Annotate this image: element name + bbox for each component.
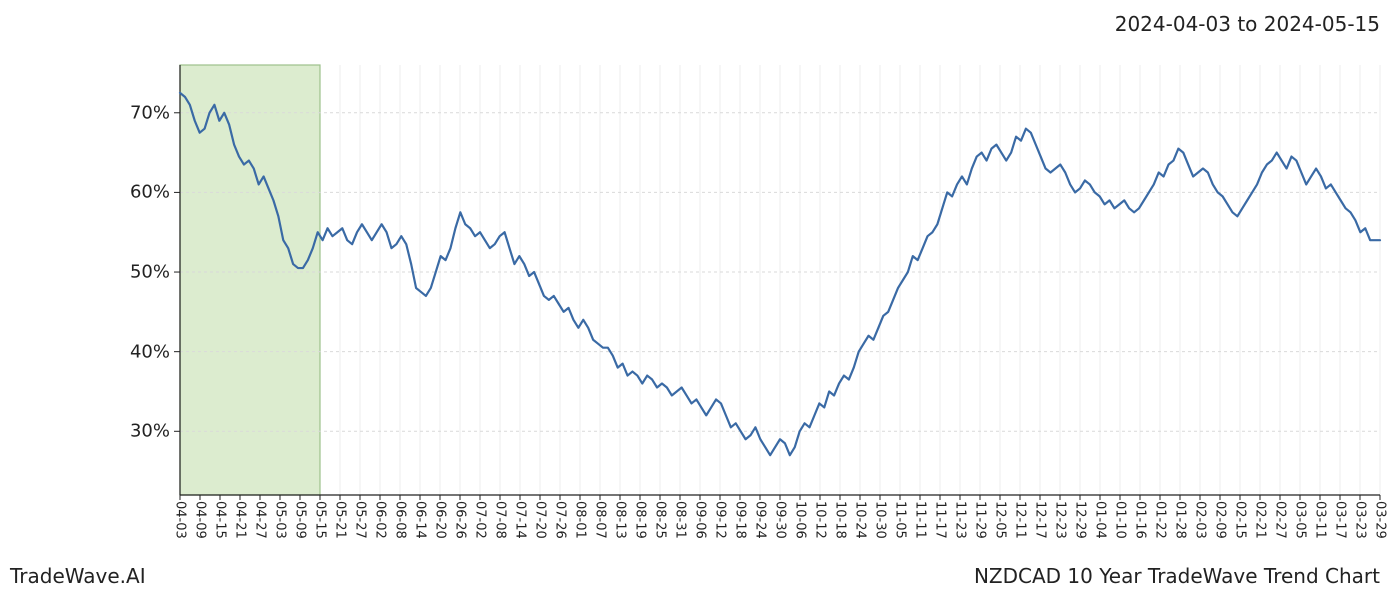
x-tick-label: 08-25 bbox=[653, 501, 668, 539]
x-tick-label: 10-18 bbox=[833, 501, 848, 539]
x-tick-label: 01-28 bbox=[1173, 501, 1188, 539]
x-tick-label: 04-09 bbox=[193, 501, 208, 539]
brand-label: TradeWave.AI bbox=[10, 564, 146, 588]
x-tick-label: 12-11 bbox=[1013, 501, 1028, 539]
x-tick-label: 07-08 bbox=[493, 501, 508, 539]
x-tick-label: 04-21 bbox=[233, 501, 248, 539]
x-tick-label: 10-12 bbox=[813, 501, 828, 539]
x-tick-label: 08-19 bbox=[633, 501, 648, 539]
x-tick-label: 06-20 bbox=[433, 501, 448, 539]
chart-plot-area: 30%40%50%60%70%04-0304-0904-1504-2104-27… bbox=[180, 65, 1380, 495]
x-tick-label: 05-21 bbox=[333, 501, 348, 539]
x-tick-label: 01-22 bbox=[1153, 501, 1168, 539]
x-tick-label: 02-03 bbox=[1193, 501, 1208, 539]
x-tick-label: 05-27 bbox=[353, 501, 368, 539]
x-tick-label: 09-12 bbox=[713, 501, 728, 539]
x-tick-label: 11-05 bbox=[893, 501, 908, 539]
x-tick-label: 10-06 bbox=[793, 501, 808, 539]
x-tick-label: 03-29 bbox=[1373, 501, 1388, 539]
x-tick-label: 04-03 bbox=[173, 501, 188, 539]
x-tick-label: 06-14 bbox=[413, 501, 428, 539]
x-tick-label: 02-21 bbox=[1253, 501, 1268, 539]
x-tick-label: 11-29 bbox=[973, 501, 988, 539]
x-tick-label: 11-17 bbox=[933, 501, 948, 539]
x-tick-label: 04-27 bbox=[253, 501, 268, 539]
x-tick-label: 02-27 bbox=[1273, 501, 1288, 539]
x-tick-label: 09-24 bbox=[753, 501, 768, 539]
x-tick-label: 11-11 bbox=[913, 501, 928, 539]
y-tick-label: 70% bbox=[130, 102, 170, 123]
x-tick-label: 12-05 bbox=[993, 501, 1008, 539]
chart-title: NZDCAD 10 Year TradeWave Trend Chart bbox=[974, 564, 1380, 588]
y-tick-label: 60% bbox=[130, 182, 170, 203]
x-tick-label: 12-17 bbox=[1033, 501, 1048, 539]
chart-svg bbox=[180, 65, 1380, 495]
x-tick-label: 07-26 bbox=[553, 501, 568, 539]
y-tick-label: 50% bbox=[130, 262, 170, 283]
highlight-band bbox=[180, 65, 320, 495]
x-tick-label: 03-05 bbox=[1293, 501, 1308, 539]
x-tick-label: 06-02 bbox=[373, 501, 388, 539]
x-tick-label: 10-30 bbox=[873, 501, 888, 539]
x-tick-label: 01-10 bbox=[1113, 501, 1128, 539]
date-range-label: 2024-04-03 to 2024-05-15 bbox=[1115, 12, 1380, 36]
x-tick-label: 08-07 bbox=[593, 501, 608, 539]
x-tick-label: 02-15 bbox=[1233, 501, 1248, 539]
x-tick-label: 08-31 bbox=[673, 501, 688, 539]
x-tick-label: 05-03 bbox=[273, 501, 288, 539]
x-tick-label: 03-17 bbox=[1333, 501, 1348, 539]
y-tick-label: 30% bbox=[130, 421, 170, 442]
x-tick-label: 07-20 bbox=[533, 501, 548, 539]
x-tick-label: 05-15 bbox=[313, 501, 328, 539]
chart-container: 2024-04-03 to 2024-05-15 30%40%50%60%70%… bbox=[0, 0, 1400, 600]
x-tick-label: 09-18 bbox=[733, 501, 748, 539]
y-tick-label: 40% bbox=[130, 341, 170, 362]
x-tick-label: 03-11 bbox=[1313, 501, 1328, 539]
x-tick-label: 07-14 bbox=[513, 501, 528, 539]
x-tick-label: 02-09 bbox=[1213, 501, 1228, 539]
x-tick-label: 04-15 bbox=[213, 501, 228, 539]
x-tick-label: 06-08 bbox=[393, 501, 408, 539]
x-tick-label: 06-26 bbox=[453, 501, 468, 539]
x-tick-label: 09-30 bbox=[773, 501, 788, 539]
x-tick-label: 05-09 bbox=[293, 501, 308, 539]
x-tick-label: 12-29 bbox=[1073, 501, 1088, 539]
x-tick-label: 12-23 bbox=[1053, 501, 1068, 539]
x-tick-label: 01-16 bbox=[1133, 501, 1148, 539]
x-tick-label: 09-06 bbox=[693, 501, 708, 539]
x-tick-label: 11-23 bbox=[953, 501, 968, 539]
x-tick-label: 08-01 bbox=[573, 501, 588, 539]
x-tick-label: 01-04 bbox=[1093, 501, 1108, 539]
x-tick-label: 07-02 bbox=[473, 501, 488, 539]
x-tick-label: 08-13 bbox=[613, 501, 628, 539]
x-tick-label: 10-24 bbox=[853, 501, 868, 539]
x-tick-label: 03-23 bbox=[1353, 501, 1368, 539]
